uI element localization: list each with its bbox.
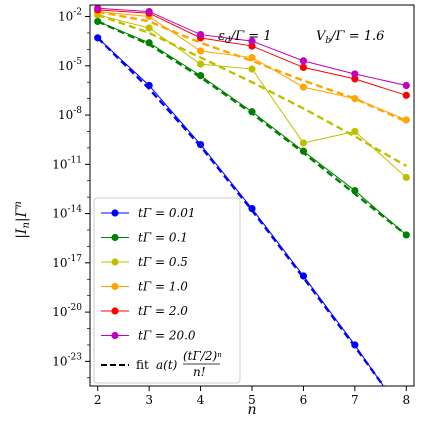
svg-text:|In|Γn: |In|Γn [13, 201, 32, 239]
x-tick-label: 5 [248, 393, 256, 407]
y-tick-label: 10-20 [52, 303, 82, 319]
y-axis: 10-2 10-5 10-8 10-11 10-14 10-17 10-20 10-23 [52, 7, 90, 379]
data-point [402, 91, 410, 99]
data-point [248, 53, 256, 62]
data-point [196, 140, 205, 149]
legend-marker [111, 258, 119, 266]
x-axis: 2 3 4 5 6 7 8 [94, 386, 410, 407]
fit-line [97, 13, 407, 167]
legend-label: tΓ = 0.01 [138, 206, 196, 220]
data-point [196, 30, 205, 39]
data-point [299, 83, 308, 91]
data-point [299, 57, 308, 65]
data-point [145, 24, 153, 32]
data-point [196, 47, 205, 55]
data-point [94, 17, 102, 26]
svg-text:n!: n! [193, 365, 206, 379]
legend-marker [111, 282, 119, 291]
data-point [248, 42, 256, 50]
legend: tΓ = 0.01 tΓ = 0.1 tΓ = 0.5 tΓ = 1.0 tΓ = 2.… [93, 197, 241, 384]
data-point [351, 75, 359, 83]
legend-marker [111, 331, 119, 340]
x-axis-label: n [247, 402, 256, 418]
data-point [403, 415, 410, 422]
x-tick-label: 8 [402, 393, 410, 407]
data-point [145, 39, 153, 47]
y-tick-label: 10-8 [58, 106, 82, 122]
data-point [145, 81, 153, 90]
data-point [402, 81, 410, 90]
y-tick-label: 10-2 [58, 7, 82, 23]
data-point [299, 139, 308, 147]
data-point [402, 173, 410, 182]
data-point [351, 95, 359, 103]
legend-label: tΓ = 2.0 [138, 304, 188, 318]
legend-marker [111, 209, 119, 217]
y-tick-label: 10-23 [52, 352, 82, 368]
legend-marker [111, 233, 119, 242]
y-tick-label: 10-5 [58, 57, 82, 73]
legend-label: tΓ = 1.0 [138, 280, 188, 294]
data-point [402, 116, 410, 124]
svg-text:Vb/Γ = 1.6: Vb/Γ = 1.6 [316, 29, 384, 46]
data-point [248, 37, 256, 45]
legend-marker [111, 307, 119, 315]
data-point [351, 341, 359, 349]
data-point [299, 147, 308, 155]
data-point [351, 127, 359, 136]
data-point [248, 65, 256, 73]
data-point [248, 108, 256, 116]
x-tick-label: 4 [197, 393, 205, 407]
data-point [248, 205, 256, 213]
x-tick-label: 7 [351, 393, 359, 407]
legend-label: tΓ = 0.5 [138, 255, 188, 269]
data-point [196, 60, 205, 68]
svg-text:εd/Γ = 1: εd/Γ = 1 [218, 29, 272, 46]
y-axis-label: |In|Γn [13, 201, 32, 239]
x-tick-label: 3 [145, 393, 153, 407]
series-lines [94, 5, 410, 422]
svg-text:a(t): a(t) [156, 358, 178, 372]
legend-label: tΓ = 0.1 [138, 231, 188, 245]
svg-text:(tΓ/2)n: (tΓ/2)n [183, 349, 222, 363]
data-point [402, 231, 410, 239]
data-point [299, 63, 308, 72]
x-tick-label: 2 [94, 393, 102, 407]
data-point [351, 186, 359, 195]
data-point [145, 7, 153, 16]
legend-label: tΓ = 20.0 [138, 329, 196, 343]
data-point [196, 72, 205, 80]
legend-fit-entry: fit a(t) (tΓ/2)n n! [101, 349, 222, 379]
y-tick-label: 10-11 [52, 155, 82, 171]
data-point [94, 5, 102, 12]
data-point [299, 272, 308, 280]
data-point [94, 34, 102, 42]
annotation: εd/Γ = 1 Vb/Γ = 1.6 [218, 29, 384, 46]
y-tick-label: 10-14 [52, 205, 82, 221]
y-tick-label: 10-17 [52, 254, 82, 270]
svg-text:fit: fit [136, 358, 149, 372]
data-point [351, 70, 359, 78]
x-tick-label: 6 [300, 393, 308, 407]
legend-box [93, 197, 241, 384]
